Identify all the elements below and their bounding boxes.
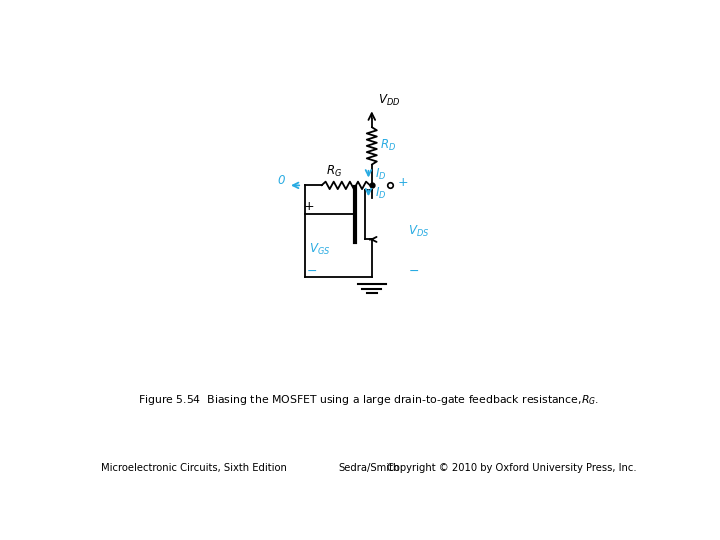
Text: +: + [304,200,315,213]
Text: Microelectronic Circuits, Sixth Edition: Microelectronic Circuits, Sixth Edition [101,463,287,473]
Text: $-$: $-$ [306,264,317,277]
Text: $V_{DS}$: $V_{DS}$ [408,224,429,239]
Text: $R_D$: $R_D$ [379,138,396,153]
Text: $V_{GS}$: $V_{GS}$ [310,242,330,258]
Text: $R_G$: $R_G$ [326,164,342,179]
Text: 0: 0 [278,174,285,187]
Text: Sedra/Smith: Sedra/Smith [338,463,400,473]
Text: $-$: $-$ [408,264,419,277]
Text: Figure 5.54  Biasing the MOSFET using a large drain-to-gate feedback resistance,: Figure 5.54 Biasing the MOSFET using a l… [138,393,600,407]
Text: $V_{DD}$: $V_{DD}$ [379,92,401,107]
Text: Copyright © 2010 by Oxford University Press, Inc.: Copyright © 2010 by Oxford University Pr… [387,463,637,473]
Text: $I_D$: $I_D$ [375,167,387,181]
Text: $I_D$: $I_D$ [375,186,387,201]
Text: +: + [397,176,408,188]
